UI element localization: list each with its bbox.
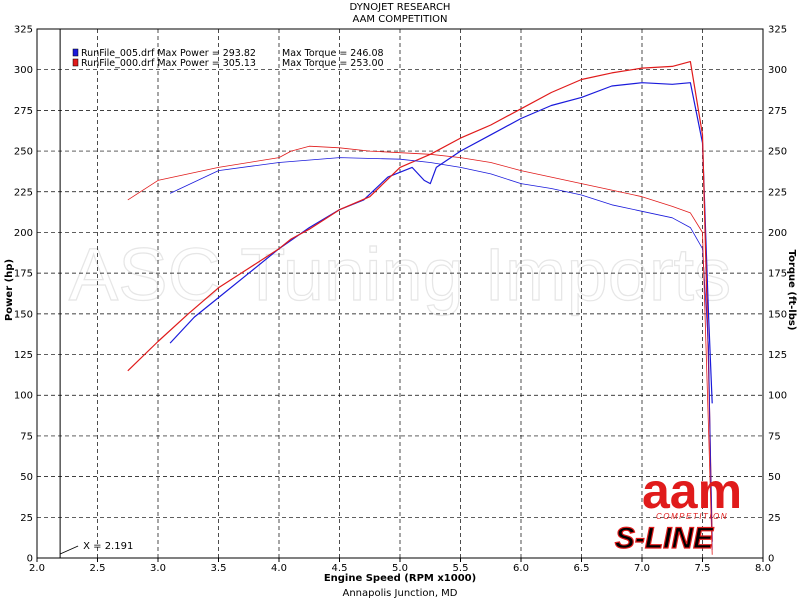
y-tick-label-left: 50 bbox=[20, 472, 33, 483]
logo-sub: COMPETITION bbox=[656, 512, 728, 521]
legend-torque: Max Torque = 246.08 bbox=[282, 48, 384, 59]
cursor-marker: X = 2.191 bbox=[59, 29, 133, 558]
cursor-pointer bbox=[59, 545, 79, 555]
x-tick-label: 7.5 bbox=[695, 563, 711, 574]
x-tick-label: 8.0 bbox=[755, 563, 771, 574]
cursor-readout: X = 2.191 bbox=[83, 541, 133, 552]
y-tick-label-right: 200 bbox=[768, 228, 787, 239]
series-line-power-runfile-000-drf bbox=[127, 60, 713, 542]
x-tick-label: 5.0 bbox=[392, 563, 408, 574]
y-tick-label-left: 300 bbox=[14, 65, 33, 76]
x-tick-label: 3.5 bbox=[211, 563, 227, 574]
y-tick-label-right: 175 bbox=[768, 269, 787, 280]
grid bbox=[37, 29, 763, 558]
x-tick-label: 6.5 bbox=[574, 563, 590, 574]
y-tick-label-left: 0 bbox=[27, 554, 33, 565]
y-tick-label-right: 300 bbox=[768, 65, 787, 76]
y-axis-label-left: Power (hp) bbox=[4, 259, 15, 321]
chart-title: DYNOJET RESEARCH bbox=[349, 2, 451, 13]
legend-entry: RunFile_005.drf Max Power = 293.82 bbox=[81, 48, 256, 59]
series-line-torque-runfile-005-drf bbox=[169, 157, 713, 550]
y-tick-label-left: 275 bbox=[14, 106, 33, 117]
y-tick-label-left: 25 bbox=[20, 513, 33, 524]
y-tick-label-right: 125 bbox=[768, 350, 787, 361]
x-tick-label: 7.0 bbox=[634, 563, 650, 574]
legend-entry: RunFile_000.drf Max Power = 305.13 bbox=[81, 58, 256, 69]
series-lines bbox=[127, 60, 713, 555]
x-tick-label: 2.0 bbox=[29, 563, 45, 574]
y-tick-label-left: 225 bbox=[14, 187, 33, 198]
footer-location: Annapolis Junction, MD bbox=[342, 588, 457, 599]
x-tick-label: 2.5 bbox=[90, 563, 106, 574]
chart-subtitle: AAM COMPETITION bbox=[352, 14, 448, 25]
y-tick-label-left: 250 bbox=[14, 147, 33, 158]
y-tick-label-right: 25 bbox=[768, 513, 781, 524]
x-tick-label: 6.0 bbox=[513, 563, 529, 574]
y-tick-label-right: 275 bbox=[768, 106, 787, 117]
legend-swatch bbox=[72, 58, 79, 67]
legend-swatch bbox=[72, 48, 79, 57]
logo-brand: aam bbox=[642, 463, 742, 519]
y-axis-label-right: Torque (ft-lbs) bbox=[786, 250, 797, 331]
logo-product: S-LINE bbox=[615, 522, 714, 555]
y-tick-label-left: 200 bbox=[14, 228, 33, 239]
y-tick-label-left: 75 bbox=[20, 431, 33, 442]
x-tick-label: 5.5 bbox=[453, 563, 469, 574]
x-tick-label: 4.0 bbox=[271, 563, 287, 574]
y-tick-label-left: 325 bbox=[14, 25, 33, 36]
y-tick-label-right: 0 bbox=[768, 554, 774, 565]
y-tick-label-right: 50 bbox=[768, 472, 781, 483]
y-tick-label-left: 150 bbox=[14, 309, 33, 320]
y-tick-label-left: 125 bbox=[14, 350, 33, 361]
y-tick-label-left: 175 bbox=[14, 269, 33, 280]
y-tick-label-right: 100 bbox=[768, 391, 787, 402]
y-tick-label-right: 325 bbox=[768, 25, 787, 36]
y-tick-label-right: 150 bbox=[768, 309, 787, 320]
y-tick-label-right: 75 bbox=[768, 431, 781, 442]
x-axis-label: Engine Speed (RPM x1000) bbox=[324, 573, 476, 584]
x-tick-label: 4.5 bbox=[332, 563, 348, 574]
legend-torque: Max Torque = 253.00 bbox=[282, 58, 384, 69]
series-line-torque-runfile-000-drf bbox=[127, 145, 713, 555]
tick-labels: 2.0 2.5 3.0 3.5 4.0 4.5 5.0 5.5 6.0 6.5 7.0 7.5 8.00… bbox=[14, 25, 787, 575]
y-tick-label-right: 225 bbox=[768, 187, 787, 198]
y-tick-label-left: 100 bbox=[14, 391, 33, 402]
legend: RunFile_005.drf Max Power = 293.82 Max To… bbox=[72, 48, 384, 69]
y-tick-label-right: 250 bbox=[768, 147, 787, 158]
x-tick-label: 3.0 bbox=[150, 563, 166, 574]
